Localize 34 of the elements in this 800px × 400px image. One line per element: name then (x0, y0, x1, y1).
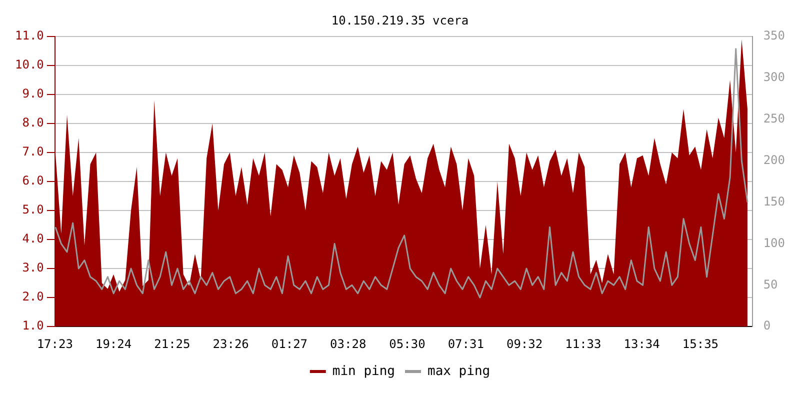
y-tick-label: 11.0 (14, 28, 44, 43)
y2-tick-label: 300 (763, 70, 786, 84)
x-tick-label: 23:26 (212, 336, 249, 351)
y-tick-label: 10.0 (14, 58, 44, 72)
x-tick-label: 13:34 (624, 336, 660, 351)
x-tick-label: 01:27 (271, 336, 308, 351)
x-tick-label: 05:30 (389, 336, 426, 351)
x-tick-label: 11:33 (565, 336, 602, 351)
y2-tick-label: 0 (763, 318, 771, 333)
x-tick-label: 21:25 (154, 336, 190, 351)
x-tick-label: 17:23 (36, 336, 73, 351)
y2-tick-label: 350 (763, 28, 786, 43)
legend-label: min ping (332, 364, 396, 379)
legend-label: max ping (428, 364, 490, 379)
y2-tick-label: 100 (763, 236, 786, 250)
x-tick-label: 07:31 (448, 336, 484, 351)
y2-tick-label: 250 (763, 111, 786, 126)
x-tick-label: 19:24 (95, 336, 132, 351)
x-tick-label: 15:35 (682, 336, 719, 351)
y-tick-label: 9.0 (22, 86, 44, 101)
y-tick-label: 7.0 (22, 144, 44, 159)
y-tick-label: 3.0 (22, 260, 44, 275)
y-tick-label: 4.0 (22, 232, 44, 246)
y2-tick-label: 200 (763, 152, 786, 167)
chart-title: 10.150.219.35 vcera (331, 13, 469, 28)
y-tick-label: 1.0 (22, 318, 44, 333)
y2-tick-label: 150 (763, 194, 786, 208)
x-tick-label: 03:28 (330, 336, 366, 351)
y-tick-label: 6.0 (22, 174, 44, 188)
y2-tick-label: 50 (763, 277, 778, 292)
x-tick-label: 09:32 (506, 336, 543, 351)
y-tick-label: 5.0 (22, 202, 44, 217)
y-tick-label: 8.0 (22, 116, 44, 130)
y-tick-label: 2.0 (22, 290, 44, 304)
